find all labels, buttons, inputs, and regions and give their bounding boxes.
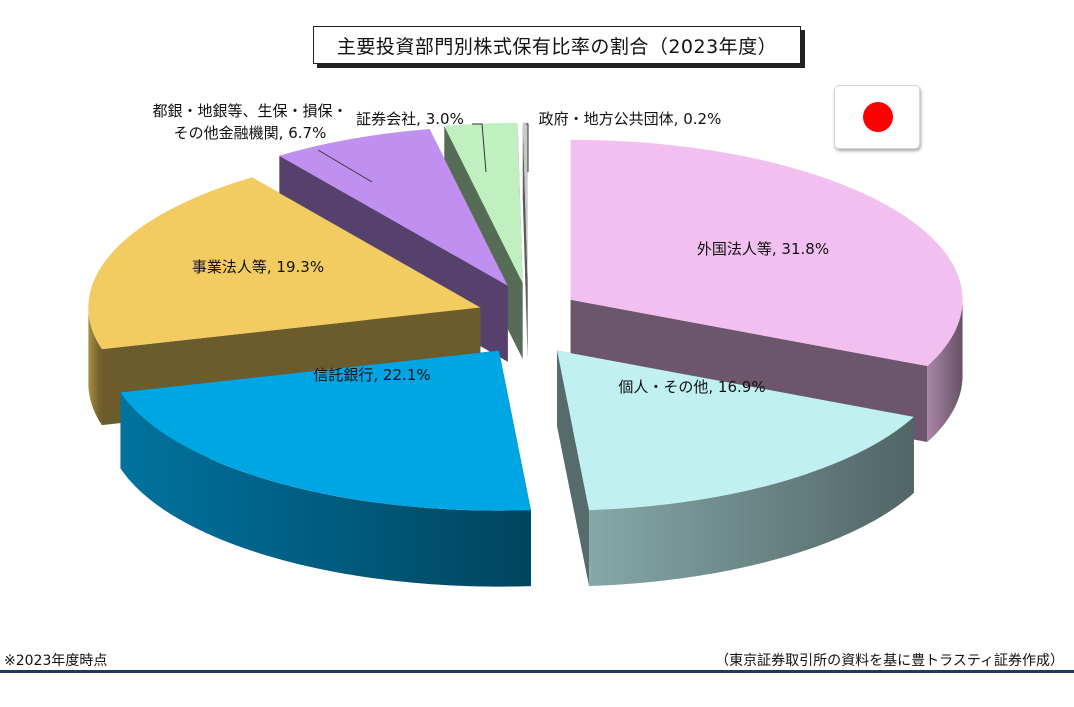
slice-top xyxy=(522,122,528,283)
slice-top xyxy=(120,350,531,511)
pie-slice-3 xyxy=(120,350,531,587)
flag-red-circle xyxy=(863,102,893,132)
slice-rim xyxy=(88,304,102,426)
bottom-divider xyxy=(0,670,1074,673)
data-label-2: 個人・その他, 16.9% xyxy=(618,378,765,396)
footnote-source: （東京証券取引所の資料を基に豊トラスティ証券作成） xyxy=(715,653,1064,669)
data-label-1: 外国法人等, 31.8% xyxy=(697,240,829,258)
pie-slice-7 xyxy=(522,122,528,359)
slice-rim xyxy=(927,298,963,443)
slice-top xyxy=(444,122,523,283)
slice-top xyxy=(570,139,963,367)
slice-rim xyxy=(120,392,531,587)
leader-line-5 xyxy=(317,149,373,183)
slice-top xyxy=(279,128,508,286)
slice-top xyxy=(88,177,481,350)
data-label-5: 都銀・地銀等、生保・損保・その他金融機関, 6.7% xyxy=(152,102,347,142)
data-label-4: 事業法人等, 19.3% xyxy=(192,258,324,276)
footnote-date: ※2023年度時点 xyxy=(4,653,108,669)
leader-line-6 xyxy=(472,123,487,173)
chart-title: 主要投資部門別株式保有比率の割合（2023年度） xyxy=(336,35,778,58)
slice-top xyxy=(557,350,914,511)
chart-title-box: 主要投資部門別株式保有比率の割合（2023年度） xyxy=(313,26,801,64)
data-label-6: 証券会社, 3.0% xyxy=(356,110,464,128)
leader-line-7 xyxy=(526,123,529,172)
slice-wall xyxy=(557,350,590,587)
pie-slice-2 xyxy=(557,350,914,587)
data-label-7: 政府・地方公共団体, 0.2% xyxy=(539,110,722,128)
japan-flag-icon xyxy=(834,85,920,149)
slice-wall xyxy=(522,122,528,359)
data-label-3: 信託銀行, 22.1% xyxy=(313,366,430,384)
slice-rim xyxy=(589,416,914,587)
